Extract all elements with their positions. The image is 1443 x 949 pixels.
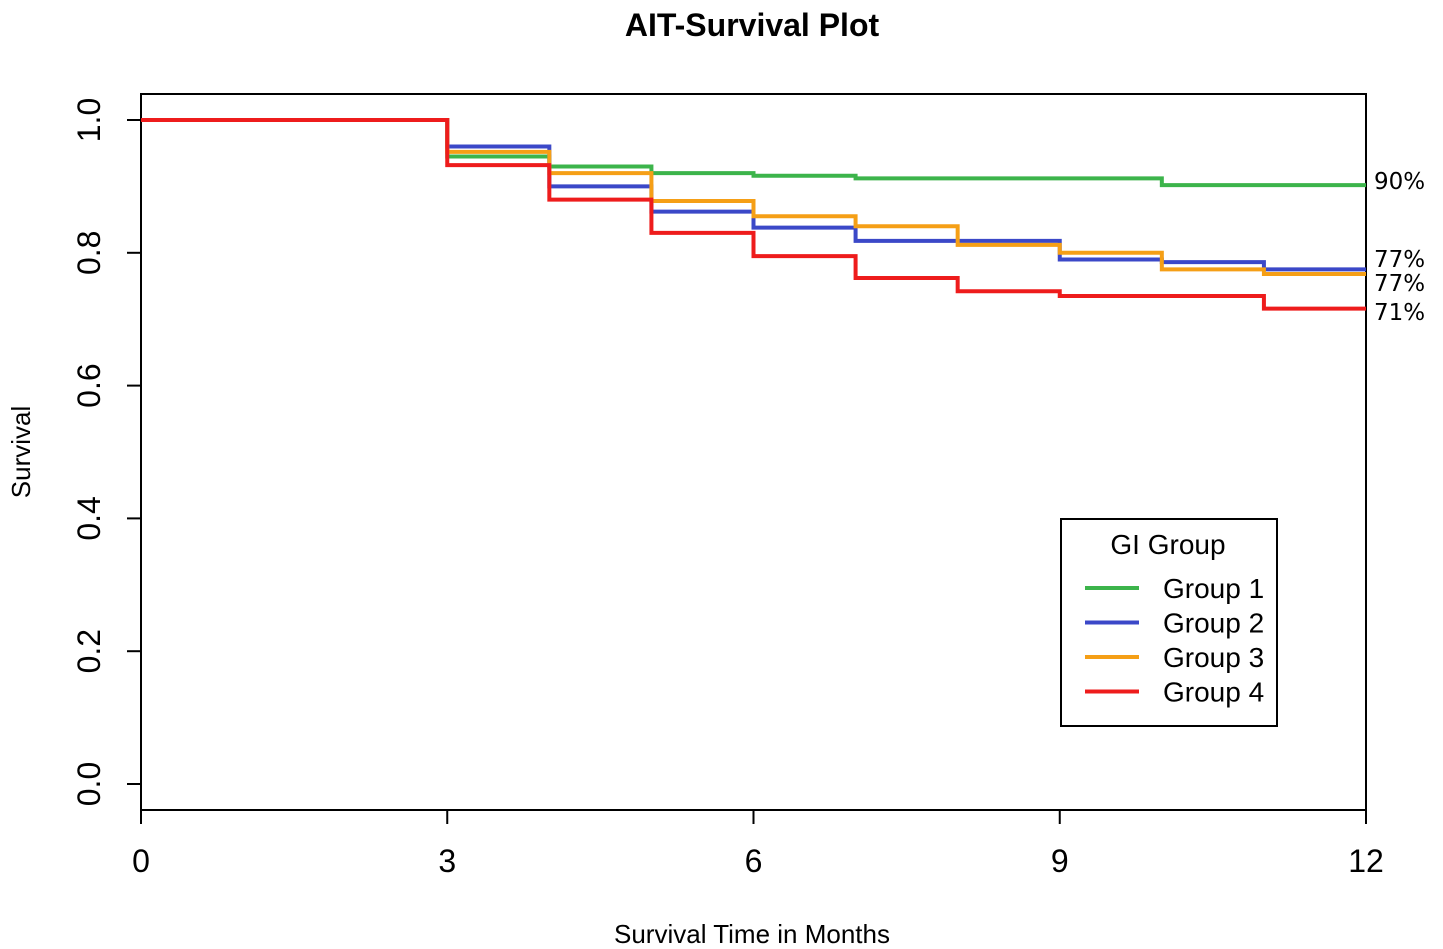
y-tick-label: 1.0: [71, 98, 107, 142]
x-tick-label: 0: [132, 843, 150, 879]
legend-label-1: Group 1: [1163, 573, 1264, 604]
end-value-label-1: 90%: [1374, 169, 1425, 195]
end-value-label-4: 71%: [1374, 300, 1425, 326]
series-line-1: [141, 118, 1366, 188]
y-tick-label: 0.4: [71, 496, 107, 540]
y-tick-label: 0.6: [71, 363, 107, 407]
series-line-4: [141, 118, 1366, 311]
chart-title: AIT-Survival Plot: [625, 7, 880, 43]
x-tick-label: 12: [1348, 843, 1384, 879]
legend-title: GI Group: [1110, 529, 1225, 560]
x-tick-label: 6: [745, 843, 763, 879]
y-tick-label: 0.2: [71, 629, 107, 673]
series-line-2: [141, 118, 1366, 272]
y-axis-title: Survival: [6, 406, 36, 498]
end-value-label-3: 77%: [1374, 271, 1425, 297]
y-tick-label: 0.0: [71, 762, 107, 806]
y-tick-label: 0.8: [71, 231, 107, 275]
x-tick-label: 3: [438, 843, 456, 879]
x-tick-label: 9: [1051, 843, 1069, 879]
legend-label-2: Group 2: [1163, 608, 1264, 639]
legend-label-3: Group 3: [1163, 642, 1264, 673]
legend-label-4: Group 4: [1163, 677, 1264, 708]
end-value-label-2: 77%: [1374, 247, 1425, 273]
series-line-3: [141, 118, 1366, 277]
x-axis-title: Survival Time in Months: [614, 919, 890, 949]
